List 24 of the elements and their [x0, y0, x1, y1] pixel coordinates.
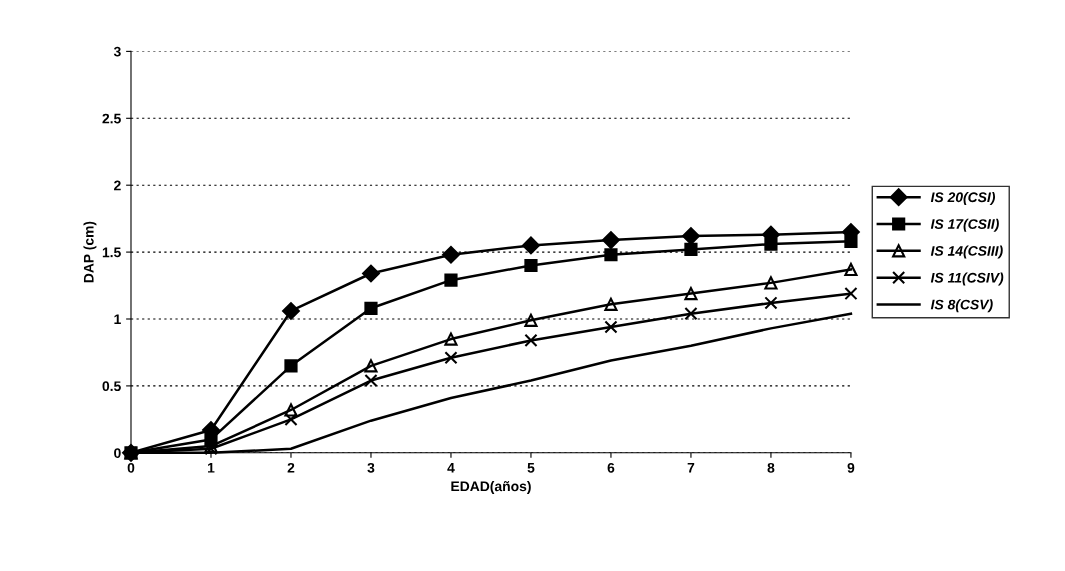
- x-tick-label: 4: [447, 463, 455, 473]
- legend-label: IS 20(CSI): [930, 191, 996, 205]
- x-tick-label: 6: [607, 462, 615, 473]
- x-axis-title: EDAD(años): [451, 481, 531, 494]
- y-tick-label: 2.5: [102, 113, 121, 124]
- y-tick-label: 2: [114, 180, 121, 191]
- y-tick-label: 0: [114, 448, 121, 458]
- x-tick-label: 8: [767, 462, 775, 473]
- legend-label: IS 8(CSV): [930, 299, 993, 313]
- x-tick-label: 1: [208, 463, 215, 473]
- legend-label: IS 14(CSIII): [930, 245, 1003, 259]
- x-tick-label: 0: [127, 462, 135, 473]
- x-tick-label: 2: [287, 462, 295, 473]
- y-tick-label: 1.5: [102, 247, 121, 258]
- x-tick-label: 3: [367, 462, 375, 473]
- legend-label: IS 11(CSIV): [930, 272, 1004, 286]
- legend-label: IS 17(CSII): [930, 218, 999, 232]
- y-tick-label: 1: [114, 314, 121, 325]
- x-tick-label: 9: [847, 462, 855, 473]
- y-axis-title: DAP (cm): [83, 221, 97, 283]
- x-tick-label: 5: [527, 463, 535, 473]
- x-tick-label: 7: [687, 463, 695, 473]
- y-tick-label: 0.5: [102, 381, 121, 392]
- y-tick-label: 3: [113, 46, 121, 57]
